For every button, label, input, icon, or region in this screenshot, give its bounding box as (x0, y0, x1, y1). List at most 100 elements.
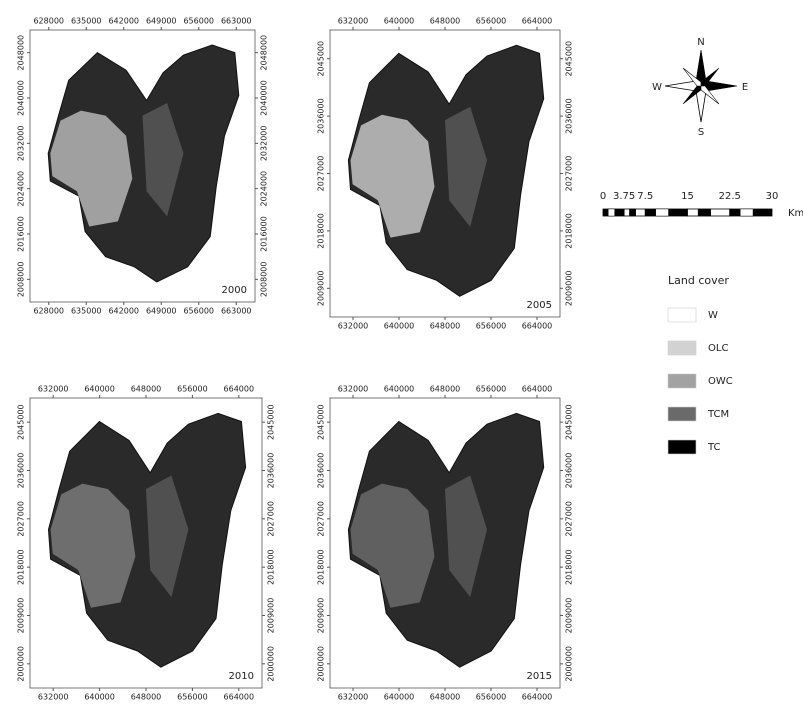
tick-label: 2000000 (565, 646, 574, 682)
tick-label: 2008000 (17, 262, 26, 298)
legend-label: OLC (708, 343, 728, 354)
tick-label: 2018000 (565, 549, 574, 585)
map-year: 2010 (229, 671, 254, 682)
tick-label: 2016000 (260, 216, 269, 252)
tick-label: 664000 (522, 17, 553, 26)
tick-label: 664000 (522, 693, 553, 702)
tick-label: 2009000 (317, 270, 326, 306)
tick-label: 2032000 (260, 126, 269, 162)
scale-label: 7.5 (637, 191, 653, 202)
tick-label: 2027000 (317, 501, 326, 537)
compass-rose: N S E W (652, 37, 748, 138)
map-panel: 2000 628000 635000 642000 649000 656000 663000… (17, 17, 269, 316)
legend-swatch (668, 374, 696, 388)
tick-label: 2027000 (565, 156, 574, 192)
tick-label: 2018000 (565, 213, 574, 249)
tick-label: 2036000 (565, 453, 574, 489)
tick-label: 640000 (384, 17, 415, 26)
legend-label: TC (707, 442, 721, 453)
legend-swatch (668, 308, 696, 322)
tick-label: 2018000 (317, 549, 326, 585)
compass-north: N (697, 37, 704, 48)
tick-label: 632000 (338, 385, 369, 394)
tick-label: 2045000 (267, 404, 276, 440)
tick-label: 2000000 (317, 646, 326, 682)
tick-label: 640000 (384, 385, 415, 394)
scale-label: 3.75 (613, 191, 635, 202)
tick-label: 640000 (84, 385, 115, 394)
tick-label: 628000 (33, 17, 64, 26)
tick-label: 2032000 (17, 126, 26, 162)
tick-label: 2048000 (17, 35, 26, 71)
tick-label: 2024000 (17, 171, 26, 207)
map-year: 2000 (222, 285, 247, 296)
tick-label: 2009000 (317, 598, 326, 634)
scale-label: 30 (766, 191, 779, 202)
tick-label: 656000 (476, 322, 507, 331)
tick-label: 2027000 (17, 501, 26, 537)
tick-label: 2009000 (565, 598, 574, 634)
scale-label: 22.5 (719, 191, 741, 202)
tick-label: 640000 (84, 693, 115, 702)
scale-segment (698, 209, 711, 216)
map-year: 2005 (527, 300, 552, 311)
tick-label: 656000 (177, 693, 208, 702)
tick-label: 640000 (384, 693, 415, 702)
tick-label: 664000 (522, 385, 553, 394)
tick-label: 642000 (108, 17, 139, 26)
scale-segment (740, 209, 753, 216)
tick-label: 656000 (177, 385, 208, 394)
tick-label: 2048000 (260, 35, 269, 71)
tick-label: 2036000 (317, 453, 326, 489)
tick-label: 2036000 (317, 98, 326, 134)
tick-label: 656000 (476, 385, 507, 394)
scale-bar: 03.757.51522.530Km (600, 191, 803, 219)
tick-label: 2036000 (565, 98, 574, 134)
tick-label: 2018000 (267, 549, 276, 585)
tick-label: 632000 (338, 322, 369, 331)
tick-label: 656000 (183, 307, 214, 316)
tick-label: 632000 (38, 385, 69, 394)
legend-swatch (668, 341, 696, 355)
tick-label: 2045000 (565, 41, 574, 77)
tick-label: 632000 (38, 693, 69, 702)
compass-south: S (698, 127, 704, 138)
tick-label: 2027000 (267, 501, 276, 537)
tick-label: 635000 (71, 17, 102, 26)
figure: N S E W Land cover 200062800063500064200… (0, 0, 803, 707)
tick-label: 648000 (430, 17, 461, 26)
scale-segment (656, 209, 669, 216)
tick-label: 2000000 (267, 646, 276, 682)
map-year: 2015 (527, 671, 552, 682)
tick-label: 648000 (430, 693, 461, 702)
legend-swatch (668, 407, 696, 421)
tick-label: 649000 (146, 307, 177, 316)
tick-label: 664000 (224, 385, 255, 394)
tick-label: 2024000 (260, 171, 269, 207)
tick-label: 648000 (430, 385, 461, 394)
tick-label: 656000 (476, 17, 507, 26)
tick-label: 2008000 (260, 262, 269, 298)
tick-label: 656000 (476, 693, 507, 702)
tick-label: 640000 (384, 322, 415, 331)
scale-segment (608, 209, 614, 216)
tick-label: 2045000 (317, 41, 326, 77)
tick-label: 2000000 (17, 646, 26, 682)
tick-label: 2009000 (17, 598, 26, 634)
tick-label: 2036000 (17, 453, 26, 489)
tick-label: 2027000 (565, 501, 574, 537)
tick-label: 648000 (430, 322, 461, 331)
tick-label: 2045000 (565, 404, 574, 440)
tick-label: 656000 (183, 17, 214, 26)
tick-label: 2018000 (17, 549, 26, 585)
tick-label: 2016000 (17, 216, 26, 252)
tick-label: 663000 (221, 307, 252, 316)
tick-label: 664000 (522, 322, 553, 331)
tick-label: 2040000 (260, 80, 269, 116)
tick-label: 2009000 (267, 598, 276, 634)
tick-label: 2009000 (565, 270, 574, 306)
tick-label: 2045000 (17, 404, 26, 440)
